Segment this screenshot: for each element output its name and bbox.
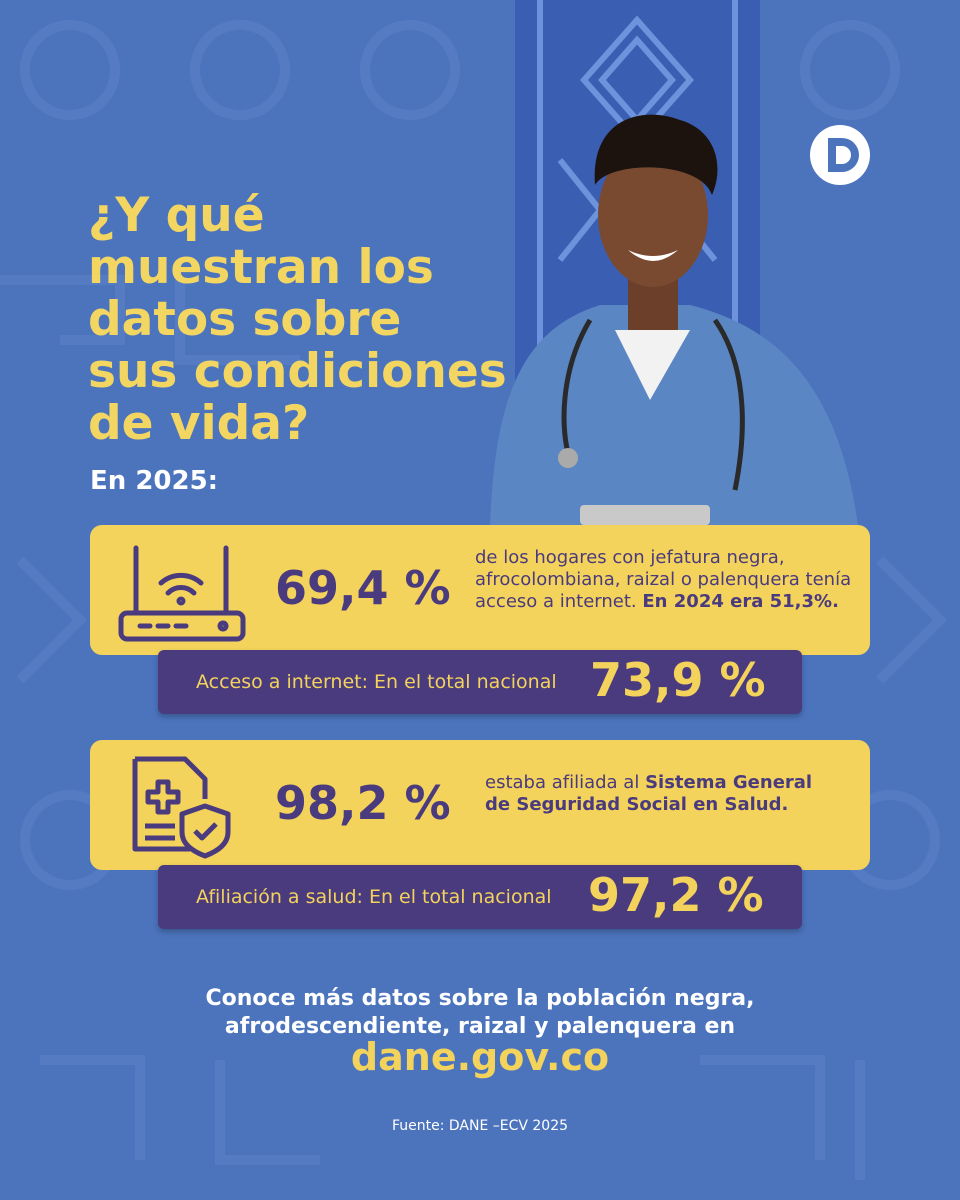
national-label: Afiliación a salud: En el total nacional [196,886,552,908]
website-link[interactable]: dane.gov.co [350,1035,610,1079]
stat-description: estaba afiliada al Sistema General de Se… [485,772,835,816]
title: ¿Y qué muestran los datos sobre sus cond… [88,190,507,450]
national-bar: Acceso a internet: En el total nacional … [158,650,802,714]
router-icon [118,545,246,642]
stat-card: 69,4 % de los hogares con jefatura negra… [90,525,870,655]
health-icon [132,756,231,859]
national-value: 97,2 % [588,868,764,922]
stat-description: de los hogares con jefatura negra, afroc… [475,547,855,613]
subtitle: En 2025: [90,466,219,496]
call-to-action: Conoce más datos sobre la población negr… [205,986,755,1039]
national-bar: Afiliación a salud: En el total nacional… [158,865,802,929]
title-line: ¿Y qué [88,188,265,243]
note: En 2024 era 51,3%. [642,591,839,612]
title-line: muestran los [88,240,434,295]
stat-value: 69,4 % [275,561,451,615]
person-photo [490,114,858,525]
stat-card: 98,2 % estaba afiliada al Sistema Genera… [90,740,870,870]
title-line: datos sobre [88,292,402,347]
national-label: Acceso a internet: En el total nacional [196,671,557,693]
description: estaba afiliada al [485,772,640,793]
title-line: sus condiciones [88,344,507,399]
national-value: 73,9 % [590,653,766,707]
logo [810,125,870,185]
stat-value: 98,2 % [275,776,451,830]
source: Fuente: DANE –ECV 2025 [391,1118,569,1134]
description: de los hogares con jefatura negra, afroc… [475,547,852,612]
note: Sistema General de Seguridad Social en S… [485,772,813,815]
title-line: de vida? [88,396,310,451]
